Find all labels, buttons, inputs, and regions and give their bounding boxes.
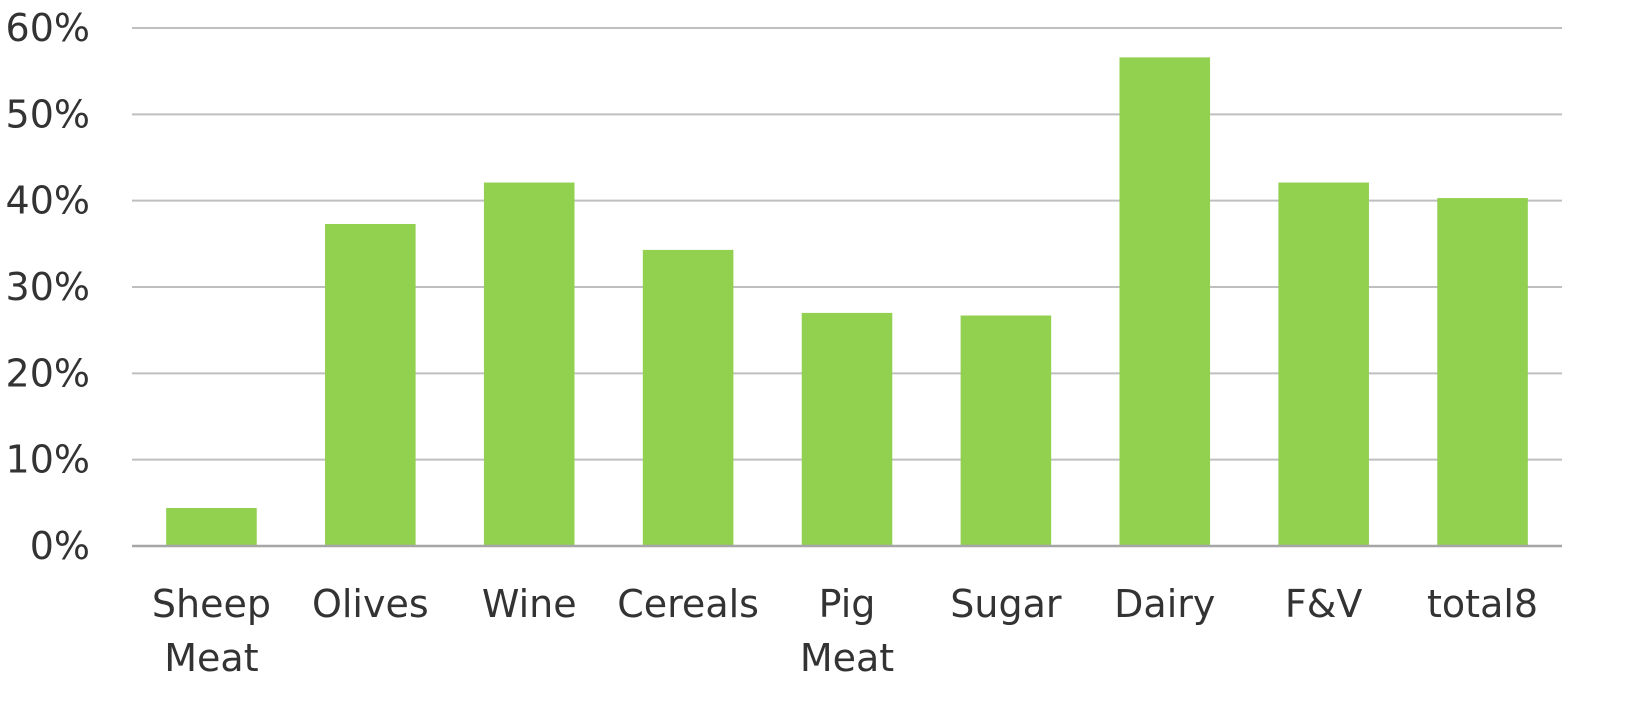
- x-tick-label: total8: [1427, 582, 1538, 626]
- x-tick-label: Wine: [482, 582, 577, 626]
- x-tick-label: Dairy: [1114, 582, 1215, 626]
- bar: [801, 312, 893, 546]
- bar: [325, 223, 416, 546]
- y-tick-label: 60%: [6, 6, 90, 50]
- bar: [1119, 57, 1211, 546]
- bars: [166, 57, 1528, 547]
- bar: [960, 315, 1052, 546]
- y-tick-label: 10%: [6, 438, 90, 482]
- bar: [166, 508, 257, 546]
- bar: [642, 249, 734, 547]
- bar: [1437, 198, 1528, 546]
- y-axis-tick-labels: 0% 10% 20% 30% 40% 50% 60%: [6, 6, 90, 568]
- x-tick-label: Olives: [312, 582, 429, 626]
- x-axis-category-labels: Sheep Meat Olives Wine Cereals Pig Meat Sugar Da…: [152, 582, 1538, 680]
- y-tick-label: 0%: [30, 524, 90, 568]
- x-tick-label: F&V: [1285, 582, 1362, 626]
- bar: [1278, 182, 1369, 546]
- x-tick-label: Sugar: [950, 582, 1062, 626]
- y-tick-label: 50%: [6, 92, 90, 136]
- x-tick-label: Cereals: [617, 582, 759, 626]
- y-tick-label: 40%: [6, 179, 90, 223]
- y-tick-label: 20%: [6, 351, 90, 395]
- bar: [483, 182, 575, 546]
- y-tick-label: 30%: [6, 265, 90, 309]
- x-tick-label: Pig Meat: [800, 582, 894, 680]
- x-tick-label: Sheep Meat: [152, 582, 271, 680]
